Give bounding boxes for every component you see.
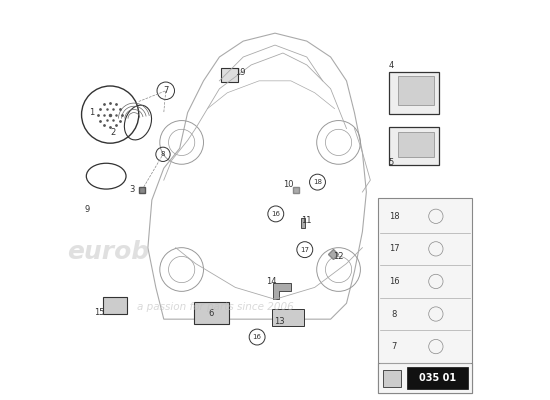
Text: 18: 18 <box>313 179 322 185</box>
Text: 7: 7 <box>392 342 397 351</box>
Text: 16: 16 <box>252 334 262 340</box>
Text: 13: 13 <box>274 317 284 326</box>
Text: 035 01: 035 01 <box>419 372 456 382</box>
Text: 16: 16 <box>271 211 280 217</box>
Text: 16: 16 <box>389 277 399 286</box>
Text: a passion for parts since 2006: a passion for parts since 2006 <box>137 302 294 312</box>
FancyBboxPatch shape <box>389 127 439 166</box>
Polygon shape <box>273 284 291 299</box>
Text: 8: 8 <box>161 151 165 157</box>
Text: 4: 4 <box>388 61 394 70</box>
FancyBboxPatch shape <box>398 132 434 157</box>
Text: 10: 10 <box>283 180 294 190</box>
Text: 18: 18 <box>389 212 399 221</box>
FancyBboxPatch shape <box>378 198 472 393</box>
FancyBboxPatch shape <box>407 367 469 389</box>
Text: 17: 17 <box>389 244 399 253</box>
Text: 19: 19 <box>235 68 246 77</box>
Text: 15: 15 <box>94 308 104 316</box>
FancyBboxPatch shape <box>103 297 127 314</box>
FancyBboxPatch shape <box>194 302 229 324</box>
Text: eurob: eurob <box>67 240 149 264</box>
Text: 7: 7 <box>163 86 168 95</box>
FancyBboxPatch shape <box>389 72 439 114</box>
Polygon shape <box>301 218 305 228</box>
FancyBboxPatch shape <box>383 370 401 388</box>
Text: 17: 17 <box>300 247 309 253</box>
Text: 2: 2 <box>111 128 116 137</box>
Text: 12: 12 <box>333 252 344 261</box>
FancyBboxPatch shape <box>272 309 304 326</box>
FancyBboxPatch shape <box>221 68 238 82</box>
Text: 5: 5 <box>388 158 394 167</box>
Text: 11: 11 <box>301 216 312 225</box>
Text: 1: 1 <box>89 108 94 117</box>
Text: 8: 8 <box>392 310 397 318</box>
Text: 14: 14 <box>267 277 277 286</box>
FancyBboxPatch shape <box>378 363 472 393</box>
Text: 6: 6 <box>209 309 214 318</box>
Text: 3: 3 <box>129 185 135 194</box>
Text: 9: 9 <box>84 206 89 214</box>
FancyBboxPatch shape <box>398 76 434 105</box>
